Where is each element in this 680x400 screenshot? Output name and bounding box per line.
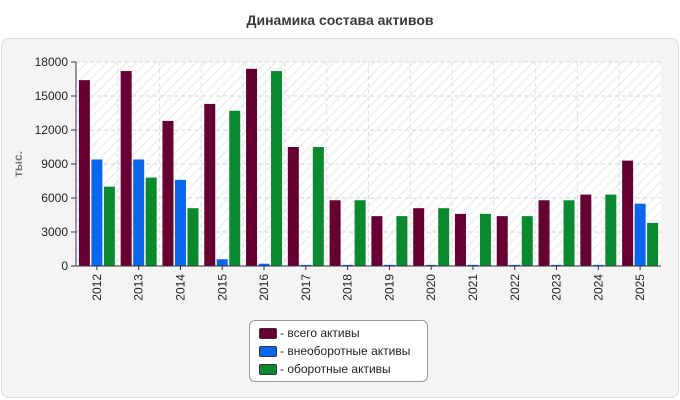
bar-всегоактивы-2023 (538, 200, 550, 266)
x-tick-label: 2018 (341, 274, 355, 301)
legend-item: - оборотные активы (259, 360, 427, 378)
bar-всегоактивы-2025 (622, 160, 634, 266)
legend-item: - внеоборотные активы (259, 342, 427, 360)
bar-всегоактивы-2015 (204, 103, 216, 266)
legend-label: - оборотные активы (280, 362, 391, 376)
bar-внеоборотныеактивы-2018 (342, 264, 354, 266)
bar-всегоактивы-2022 (496, 216, 508, 266)
chart-title: Динамика состава активов (246, 12, 434, 28)
bar-всегоактивы-2024 (580, 194, 592, 266)
bar-внеоборотныеактивы-2017 (300, 264, 312, 266)
bar-внеоборотныеактивы-2016 (258, 263, 270, 266)
y-tick-label: 0 (61, 259, 68, 273)
x-tick-label: 2024 (591, 274, 605, 301)
bar-оборотныеактивы-2022 (521, 216, 533, 266)
legend-swatch (259, 327, 277, 339)
bar-внеоборотныеактивы-2013 (133, 159, 145, 266)
x-tick-label: 2014 (173, 274, 187, 301)
bar-всегоактивы-2021 (454, 213, 466, 266)
bar-оборотныеактивы-2017 (312, 147, 324, 266)
x-tick-label: 2020 (424, 274, 438, 301)
bar-всегоактивы-2013 (120, 71, 132, 266)
bar-внеоборотныеактивы-2012 (91, 159, 103, 266)
bar-внеоборотныеактивы-2021 (467, 264, 479, 266)
x-tick-label: 2023 (550, 274, 564, 301)
x-tick-label: 2021 (466, 274, 480, 301)
bar-оборотныеактивы-2024 (605, 194, 617, 266)
bar-всегоактивы-2019 (371, 216, 383, 266)
legend-swatch (259, 345, 277, 357)
y-tick-label: 18000 (35, 55, 69, 69)
y-axis-label: тыс. (11, 151, 25, 177)
bar-всегоактивы-2018 (329, 200, 341, 266)
x-tick-label: 2016 (257, 274, 271, 301)
x-tick-label: 2013 (132, 274, 146, 301)
y-tick-label: 9000 (41, 157, 68, 171)
bar-оборотныеактивы-2014 (187, 208, 199, 266)
bar-внеоборотныеактивы-2023 (551, 264, 563, 266)
x-tick-label: 2025 (633, 274, 647, 301)
chart-legend: - всего активы - внеоборотные активы - обо… (249, 320, 428, 382)
bar-оборотныеактивы-2023 (563, 200, 575, 266)
y-tick-label: 3000 (41, 225, 68, 239)
bar-оборотныеактивы-2019 (396, 216, 408, 266)
bar-внеоборотныеактивы-2015 (216, 259, 228, 266)
bar-внеоборотныеактивы-2014 (174, 179, 186, 266)
x-tick-label: 2019 (382, 274, 396, 301)
bar-оборотныеактивы-2013 (145, 177, 157, 266)
bar-оборотныеактивы-2012 (103, 186, 115, 266)
bar-всегоактивы-2014 (162, 120, 174, 266)
bar-оборотныеактивы-2025 (647, 222, 659, 266)
bar-внеоборотныеактивы-2020 (425, 264, 437, 266)
bar-внеоборотныеактивы-2022 (509, 264, 521, 266)
x-tick-label: 2012 (90, 274, 104, 301)
legend-item: - всего активы (259, 324, 427, 342)
y-tick-label: 6000 (41, 191, 68, 205)
legend-label: - внеоборотные активы (280, 344, 411, 358)
legend-label: - всего активы (280, 326, 360, 340)
x-tick-label: 2017 (299, 274, 313, 301)
x-tick-label: 2015 (215, 274, 229, 301)
bar-внеоборотныеактивы-2024 (592, 264, 604, 266)
bar-оборотныеактивы-2018 (354, 200, 366, 266)
bar-всегоактивы-2016 (246, 68, 258, 266)
bar-всегоактивы-2012 (78, 80, 90, 266)
x-tick-label: 2022 (508, 274, 522, 301)
legend-swatch (259, 363, 277, 375)
bar-внеоборотныеактивы-2019 (383, 264, 395, 266)
bar-всегоактивы-2020 (413, 208, 425, 266)
y-tick-label: 15000 (35, 89, 69, 103)
y-tick-label: 12000 (35, 123, 69, 137)
bar-оборотныеактивы-2016 (271, 71, 283, 266)
bar-внеоборотныеактивы-2025 (634, 203, 646, 266)
bar-оборотныеактивы-2021 (479, 213, 491, 266)
bar-всегоактивы-2017 (287, 147, 299, 266)
bar-оборотныеактивы-2015 (229, 110, 241, 266)
bar-оборотныеактивы-2020 (438, 208, 450, 266)
